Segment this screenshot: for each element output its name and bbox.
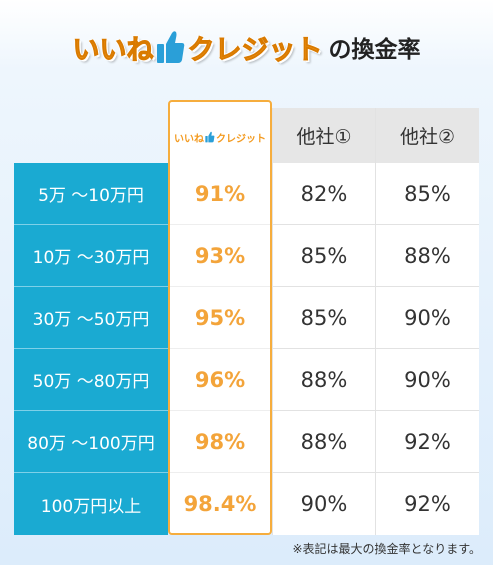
brand-name-part1: いいね xyxy=(72,34,154,66)
featured-rate: 93% xyxy=(170,225,270,287)
row-label: 30万 〜50万円 xyxy=(14,287,168,349)
row-label: 80万 〜100万円 xyxy=(14,411,168,473)
competitor-1-rate: 90% xyxy=(272,473,375,535)
competitor-2-rate: 90% xyxy=(375,349,479,411)
featured-rate: 98.4% xyxy=(183,492,257,516)
featured-header-part1: いいね xyxy=(174,133,204,145)
featured-rate: 96% xyxy=(170,349,270,411)
featured-header-part2: クレジット xyxy=(216,133,266,145)
competitor-2-rate: 88% xyxy=(375,225,479,287)
title-suffix: の換金率 xyxy=(328,37,421,63)
column-header-competitor-1: 他社① xyxy=(272,108,375,163)
competitor-2-rate: 92% xyxy=(375,411,479,473)
rate-comparison-table: いいね クレジット 他社① 他社② 5万 〜10万円 91% 82% 85% 1… xyxy=(14,100,479,537)
competitor-2-rate: 85% xyxy=(375,163,479,225)
brand-name-part2: クレジット xyxy=(187,34,323,66)
competitor-1-rate: 88% xyxy=(272,411,375,473)
row-label: 50万 〜80万円 xyxy=(14,349,168,411)
competitor-2-rate: 90% xyxy=(375,287,479,349)
featured-column-header: いいね クレジット xyxy=(170,112,270,162)
featured-rate: 91% xyxy=(170,163,270,225)
page-title: いいね クレジット の換金率 xyxy=(0,22,493,72)
thumbs-up-icon xyxy=(205,131,215,143)
competitor-2-rate: 92% xyxy=(375,473,479,535)
featured-rate: 95% xyxy=(170,287,270,349)
competitor-1-rate: 88% xyxy=(272,349,375,411)
row-label: 10万 〜30万円 xyxy=(14,225,168,287)
featured-column-frame xyxy=(168,100,272,535)
footnote: ※表記は最大の換金率となります。 xyxy=(292,542,482,556)
competitor-1-rate: 85% xyxy=(272,225,375,287)
featured-rate: 98% xyxy=(170,411,270,473)
competitor-1-rate: 85% xyxy=(272,287,375,349)
row-label: 100万円以上 xyxy=(14,473,168,535)
thumbs-up-icon xyxy=(156,31,184,63)
column-header-competitor-2: 他社② xyxy=(375,108,479,163)
row-label: 5万 〜10万円 xyxy=(14,163,168,225)
competitor-1-rate: 82% xyxy=(272,163,375,225)
